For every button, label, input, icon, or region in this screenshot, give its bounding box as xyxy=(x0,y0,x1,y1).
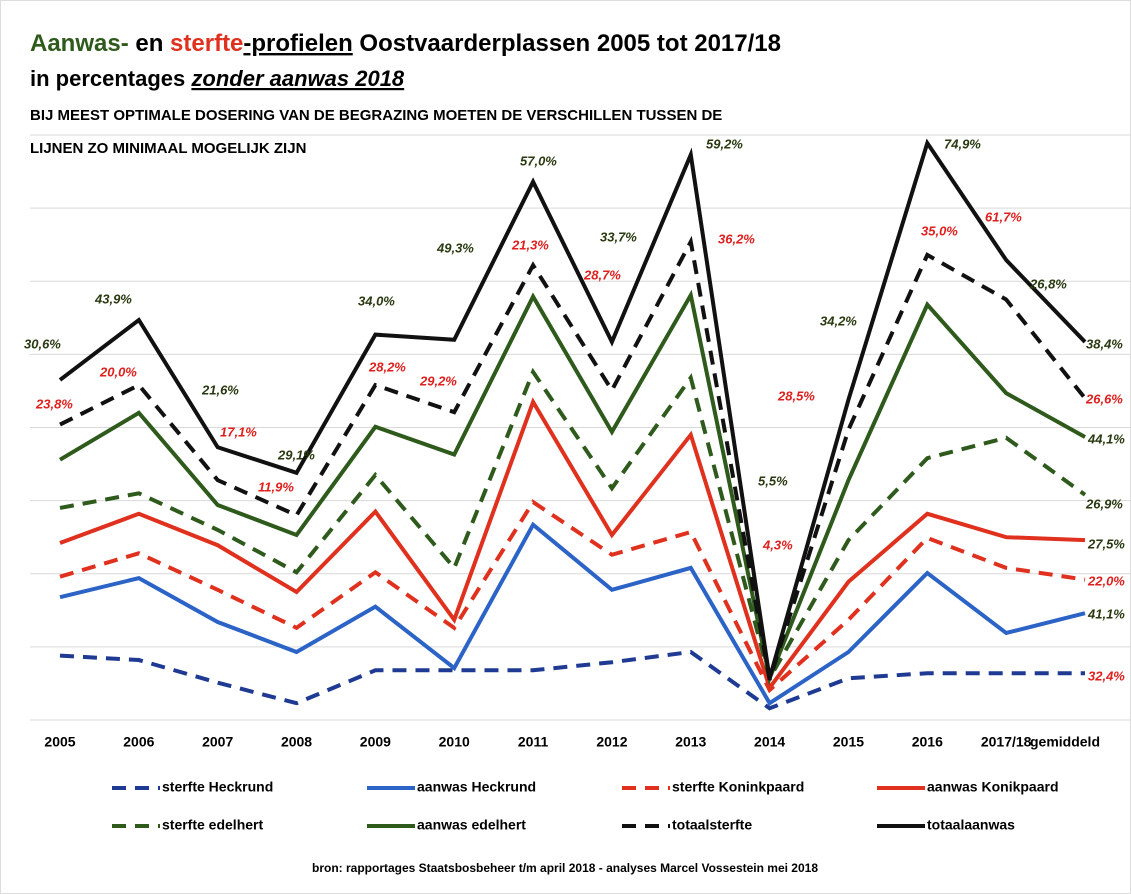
annotation: 33,7% xyxy=(600,229,637,244)
annotation: 27,5% xyxy=(1087,536,1125,551)
legend-label: aanwas edelhert xyxy=(417,817,526,833)
subtitle: BIJ MEEST OPTIMALE DOSERING VAN DE BEGRA… xyxy=(30,107,722,124)
legend-label: sterfte edelhert xyxy=(162,817,263,833)
annotation: 30,6% xyxy=(24,336,61,351)
annotation: 32,4% xyxy=(1088,668,1125,683)
x-tick-label: 2015 xyxy=(833,734,864,750)
source: bron: rapportages Staatsbosbeheer t/m ap… xyxy=(312,861,818,875)
annotation: 44,1% xyxy=(1087,431,1125,446)
annotation: 28,5% xyxy=(777,388,815,403)
annotation: 34,0% xyxy=(358,293,395,308)
series-line xyxy=(59,397,1086,693)
x-tick-label: 2005 xyxy=(44,734,75,750)
annotation: 26,9% xyxy=(1085,496,1123,511)
series-line xyxy=(59,649,1085,711)
x-tick-label: 2008 xyxy=(281,734,312,750)
annotation: 41,1% xyxy=(1087,606,1125,621)
chart-title: Aanwas- en sterfte-profielen Oostvaarder… xyxy=(30,30,781,57)
annotation: 11,9% xyxy=(258,479,294,494)
annotation: 20,0% xyxy=(99,364,137,379)
series-line xyxy=(59,367,1087,684)
series-line xyxy=(59,521,1086,707)
chart-title-line2: in percentages zonder aanwas 2018 xyxy=(30,66,405,91)
annotation: 28,7% xyxy=(583,267,621,282)
annotation: 36,2% xyxy=(718,231,755,246)
legend-label: totaalaanwas xyxy=(927,817,1015,833)
annotation: 21,3% xyxy=(511,237,549,252)
annotation: 59,2% xyxy=(706,136,743,151)
annotation: 49,3% xyxy=(436,240,474,255)
x-tick-label: 2006 xyxy=(123,734,154,750)
legend-label: totaalsterfte xyxy=(672,817,752,833)
x-tick-label: 2009 xyxy=(360,734,391,750)
annotation: 38,4% xyxy=(1086,336,1123,351)
annotation: 26,8% xyxy=(1029,276,1067,291)
x-tick-label: 2011 xyxy=(518,734,549,750)
x-tick-label: gemiddeld xyxy=(1030,734,1100,750)
series-line xyxy=(58,289,1086,686)
legend-label: aanwas Heckrund xyxy=(417,779,536,795)
annotation: 29,1% xyxy=(277,447,315,462)
title-part: en xyxy=(129,30,170,57)
annotation: 4,3% xyxy=(762,537,793,552)
legend-label: sterfte Koninkpaard xyxy=(672,779,804,795)
x-tick-label: 2012 xyxy=(596,734,627,750)
title-part: zonder aanwas 2018 xyxy=(190,66,405,91)
annotation: 34,2% xyxy=(820,313,857,328)
annotation: 23,8% xyxy=(35,396,73,411)
series-line xyxy=(58,138,1087,679)
x-tick-label: 2010 xyxy=(439,734,470,750)
annotation: 74,9% xyxy=(944,136,981,151)
title-part: sterfte xyxy=(170,30,243,57)
annotation: 57,0% xyxy=(520,153,557,168)
title-part: in percentages xyxy=(30,66,191,91)
annotation: 61,7% xyxy=(985,209,1022,224)
annotation: 35,0% xyxy=(921,223,958,238)
x-tick-label: 2017/18 xyxy=(981,734,1032,750)
legend-label: aanwas Konikpaard xyxy=(927,779,1059,795)
series-line xyxy=(59,499,1086,694)
annotation: 17,1% xyxy=(220,424,257,439)
x-tick-label: 2007 xyxy=(202,734,233,750)
title-part: -profielen xyxy=(243,30,352,57)
x-tick-label: 2016 xyxy=(912,734,943,750)
annotation: 43,9% xyxy=(94,291,132,306)
legend-label: sterfte Heckrund xyxy=(162,779,273,795)
x-tick-label: 2014 xyxy=(754,734,785,750)
title-part: Aanwas- xyxy=(30,30,129,57)
title-part: Oostvaarderplassen 2005 tot 2017/18 xyxy=(353,30,781,57)
x-tick-label: 2013 xyxy=(675,734,706,750)
subtitle: LIJNEN ZO MINIMAAL MOGELIJK ZIJN xyxy=(30,140,306,157)
annotation: 22,0% xyxy=(1087,573,1125,588)
annotation: 21,6% xyxy=(201,382,239,397)
annotation: 28,2% xyxy=(368,359,406,374)
annotation: 26,6% xyxy=(1085,391,1123,406)
annotation: 5,5% xyxy=(758,473,788,488)
annotation: 29,2% xyxy=(419,373,457,388)
